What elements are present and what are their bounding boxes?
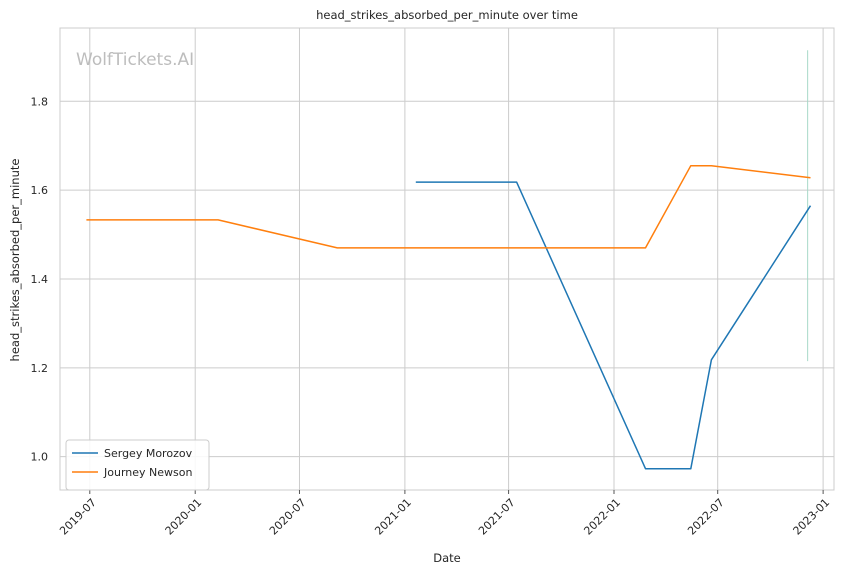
series-line-1 — [86, 164, 811, 249]
y-tick-label: 1.2 — [31, 362, 49, 375]
y-tick-labels: 1.0 1.2 1.4 1.6 1.8 — [31, 95, 49, 463]
plot-frame — [59, 27, 835, 491]
y-tick-label: 1.6 — [31, 184, 49, 197]
chart-title: head_strikes_absorbed_per_minute over ti… — [316, 8, 578, 22]
legend-box — [65, 439, 210, 491]
y-tick-label: 1.4 — [31, 273, 49, 286]
legend-entry: Sergey Morozov — [104, 447, 193, 460]
y-axis-label: head_strikes_absorbed_per_minute — [8, 159, 22, 362]
y-tick-label: 1.8 — [31, 95, 49, 108]
series-lines — [86, 164, 812, 470]
legend-entry: Journey Newson — [103, 466, 192, 479]
y-tick-label: 1.0 — [31, 451, 49, 464]
watermark: WolfTickets.AI — [76, 50, 194, 70]
x-axis-label: Date — [433, 551, 461, 565]
series-line-0 — [415, 181, 812, 470]
legend: Sergey Morozov Journey Newson — [65, 439, 210, 491]
